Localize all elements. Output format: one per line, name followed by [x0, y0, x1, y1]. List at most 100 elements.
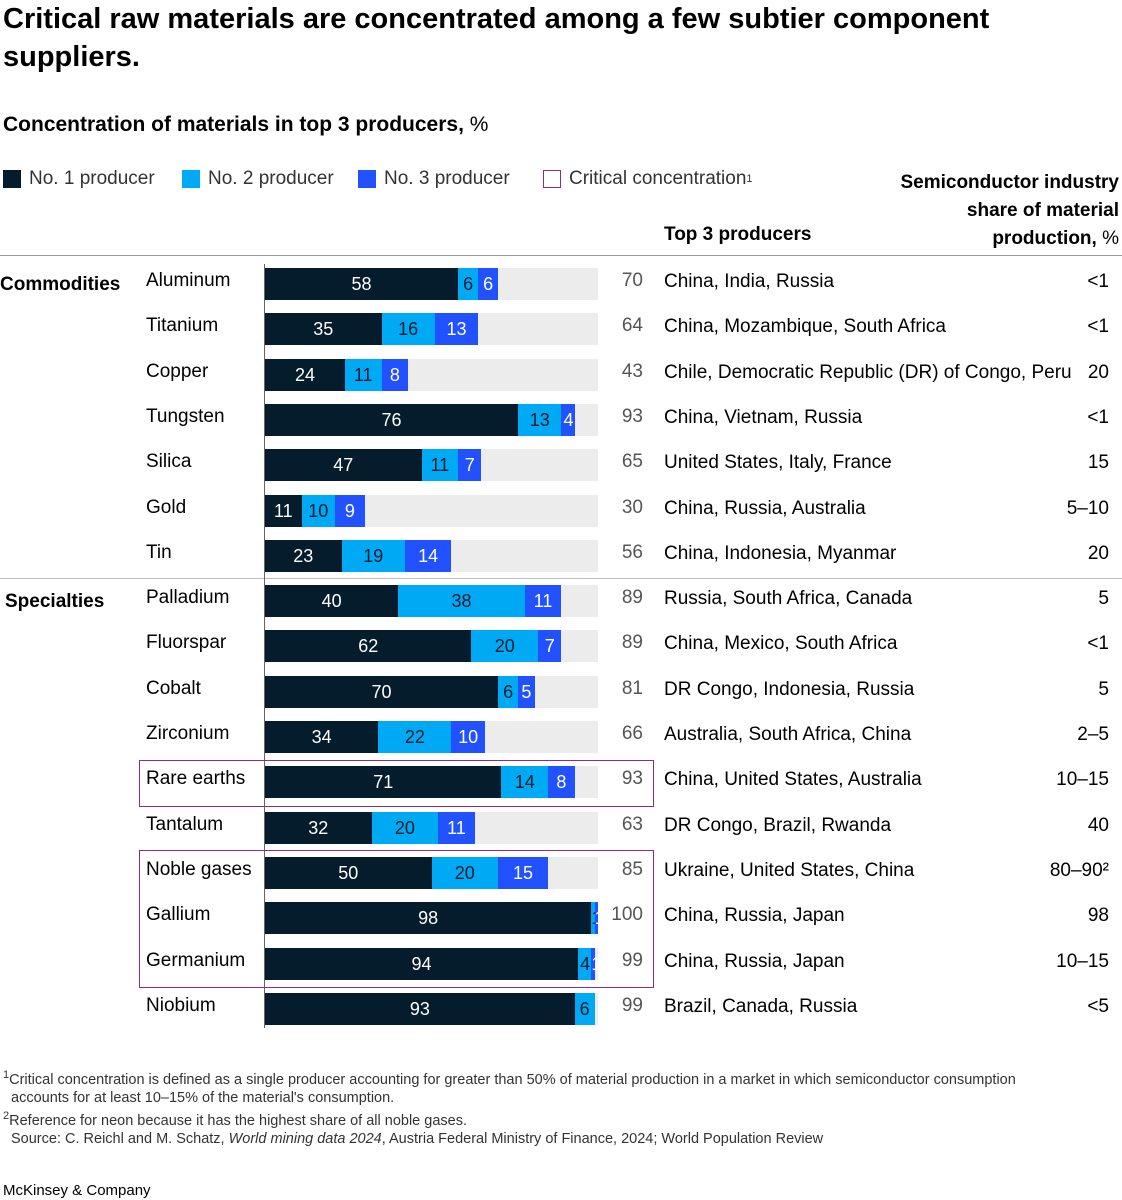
bar-track: 35 16 13 — [265, 313, 598, 346]
material-label: Copper — [146, 360, 209, 382]
bar-segment-no1: 76 — [265, 403, 519, 436]
bar-segment-no2: 20 — [371, 811, 439, 844]
bar-segment-no1: 71 — [265, 766, 502, 799]
bar-value-label: 6 — [503, 681, 514, 702]
bar-value-label: 14 — [514, 772, 535, 793]
bar-track: 24 11 8 — [265, 358, 598, 391]
bar-segment-no2: 6 — [498, 675, 519, 708]
source-italic: World mining data 2024 — [228, 1130, 382, 1147]
top3-producers-text: China, Russia, Japan — [664, 905, 845, 927]
bar-track: 11 10 9 — [265, 494, 598, 527]
bar-value-label: 32 — [308, 817, 329, 838]
chart-row-palladium: Palladium 40 38 11 89 Russia, South Africa, C… — [0, 579, 1122, 624]
bar-value-label: 4 — [580, 953, 590, 974]
bar-track: 71 14 8 — [265, 766, 598, 799]
semiconductor-share-value: 40 — [1087, 814, 1109, 836]
footnote-2: 2Reference for neon because it has the h… — [3, 1107, 1113, 1130]
bar-track: 40 38 11 — [265, 585, 598, 618]
footnote-1-line2: accounts for at least 10–15% of the mate… — [11, 1089, 395, 1106]
semiconductor-share-value: 20 — [1087, 361, 1109, 383]
bar-segment-no3: 4 — [561, 403, 575, 436]
footnote-1-mark: 1 — [3, 1069, 10, 1081]
footnotes: 1Critical concentration is defined as a … — [3, 1066, 1113, 1148]
bar-segment-no3: 9 — [334, 494, 365, 527]
legend-item-critical: Critical concentration 1 — [543, 167, 753, 191]
semiconductor-share-value: 15 — [1087, 452, 1109, 474]
share-header-line3-wrap: production, % — [859, 225, 1119, 253]
bar-segment-no2: 22 — [378, 721, 452, 753]
legend-item-no1: No. 1 producer — [3, 167, 155, 191]
bar-value-label: 93 — [409, 998, 430, 1019]
bar-value-label: 15 — [513, 862, 534, 883]
bar-segment-no2: 16 — [381, 313, 435, 346]
chart-row-fluorspar: Fluorspar 62 20 7 89 China, Mexico, South Afr… — [0, 624, 1122, 669]
bar-segment-no2: 11 — [344, 358, 382, 391]
legend-item-no3: No. 3 producer — [358, 167, 510, 191]
bar-value-label: 71 — [373, 772, 394, 793]
bar-value-label: 35 — [313, 319, 334, 340]
material-label: Palladium — [146, 587, 230, 609]
semiconductor-share-value: 20 — [1087, 542, 1109, 564]
chart-rows: Aluminum 58 6 6 70 China, India, Russia <1 Tita… — [0, 268, 1122, 1025]
top3-producers-text: China, Indonesia, Myanmar — [664, 542, 897, 564]
header-divider — [0, 255, 1122, 256]
top3-producers-text: Australia, South Africa, China — [664, 724, 912, 745]
bar-value-label: 13 — [446, 319, 467, 340]
top3-total-value: 99 — [621, 994, 643, 1016]
top3-total-value: 30 — [621, 496, 643, 518]
bar-value-label: 20 — [494, 636, 515, 657]
bar-value-label: 38 — [451, 591, 472, 612]
top3-producers-text: Chile, Democratic Republic (DR) of Congo… — [664, 361, 1072, 383]
bar-value-label: 19 — [363, 545, 384, 566]
semiconductor-share-value: 5 — [1098, 588, 1109, 610]
chart-row-cobalt: Cobalt 70 6 5 81 DR Congo, Indonesia, Russia 5 — [0, 670, 1122, 715]
top3-producers-text: China, Russia, Japan — [664, 950, 845, 972]
bar-value-label: 7 — [464, 455, 475, 476]
bar-segment-no3: 15 — [498, 856, 549, 889]
bar-track: 23 19 14 — [265, 539, 598, 572]
bar-axis-line — [264, 264, 265, 1028]
bar-segment-no2: 14 — [501, 766, 549, 799]
material-label: Tungsten — [146, 405, 225, 427]
top3-total-value: 56 — [621, 541, 643, 563]
source-note: Source: C. Reichl and M. Schatz, World m… — [3, 1130, 1113, 1148]
bar-segment-no1: 34 — [265, 721, 379, 753]
material-label: Rare earths — [146, 768, 246, 790]
bar-segment-no1: 58 — [265, 268, 459, 300]
bar-segment-no1: 40 — [265, 585, 399, 618]
chart-row-titanium: Titanium 35 16 13 64 China, Mozambique, South… — [0, 307, 1122, 352]
bar-segment-no1: 23 — [265, 539, 342, 572]
bar-segment-no3: 1 — [591, 947, 601, 980]
bar-segment-no1: 93 — [265, 992, 575, 1025]
top3-total-value: 85 — [621, 858, 643, 880]
share-header-line2: share of material — [966, 200, 1119, 221]
bar-segment-no3: 8 — [381, 358, 409, 391]
bar-segment-no1: 32 — [265, 811, 372, 844]
top3-producers-text: China, United States, Australia — [664, 769, 922, 791]
material-label: Gold — [146, 496, 187, 518]
semiconductor-share-value: 5–10 — [1066, 497, 1109, 519]
share-column-header: Semiconductor industry share of material… — [859, 169, 1119, 253]
top3-total-value: 93 — [621, 768, 643, 790]
top3-producers-text: DR Congo, Brazil, Rwanda — [664, 814, 892, 836]
bar-track: 47 11 7 — [265, 449, 598, 482]
material-label: Silica — [146, 451, 192, 473]
top3-total-value: 100 — [611, 904, 643, 926]
legend-label-no1: No. 1 producer — [29, 168, 155, 189]
top3-total-value: 89 — [621, 632, 643, 654]
top3-producers-text: Brazil, Canada, Russia — [664, 995, 858, 1017]
bar-track: 93 6 — [265, 992, 598, 1025]
footnote-2-text: Reference for neon because it has the hi… — [9, 1112, 467, 1129]
bar-value-label: 6 — [579, 998, 590, 1019]
material-label: Fluorspar — [146, 632, 227, 654]
top3-total-value: 93 — [621, 405, 643, 427]
chart-row-tungsten: Tungsten 76 13 4 93 China, Vietnam, Russia <1 — [0, 398, 1122, 443]
material-label: Germanium — [146, 949, 246, 971]
bar-track: 58 6 6 — [265, 268, 598, 300]
footnote-2-mark: 2 — [3, 1109, 10, 1122]
bar-value-label: 4 — [563, 409, 574, 430]
bar-segment-no1: 47 — [265, 449, 422, 482]
bar-value-label: 11 — [353, 364, 373, 385]
bar-value-label: 50 — [338, 862, 359, 883]
